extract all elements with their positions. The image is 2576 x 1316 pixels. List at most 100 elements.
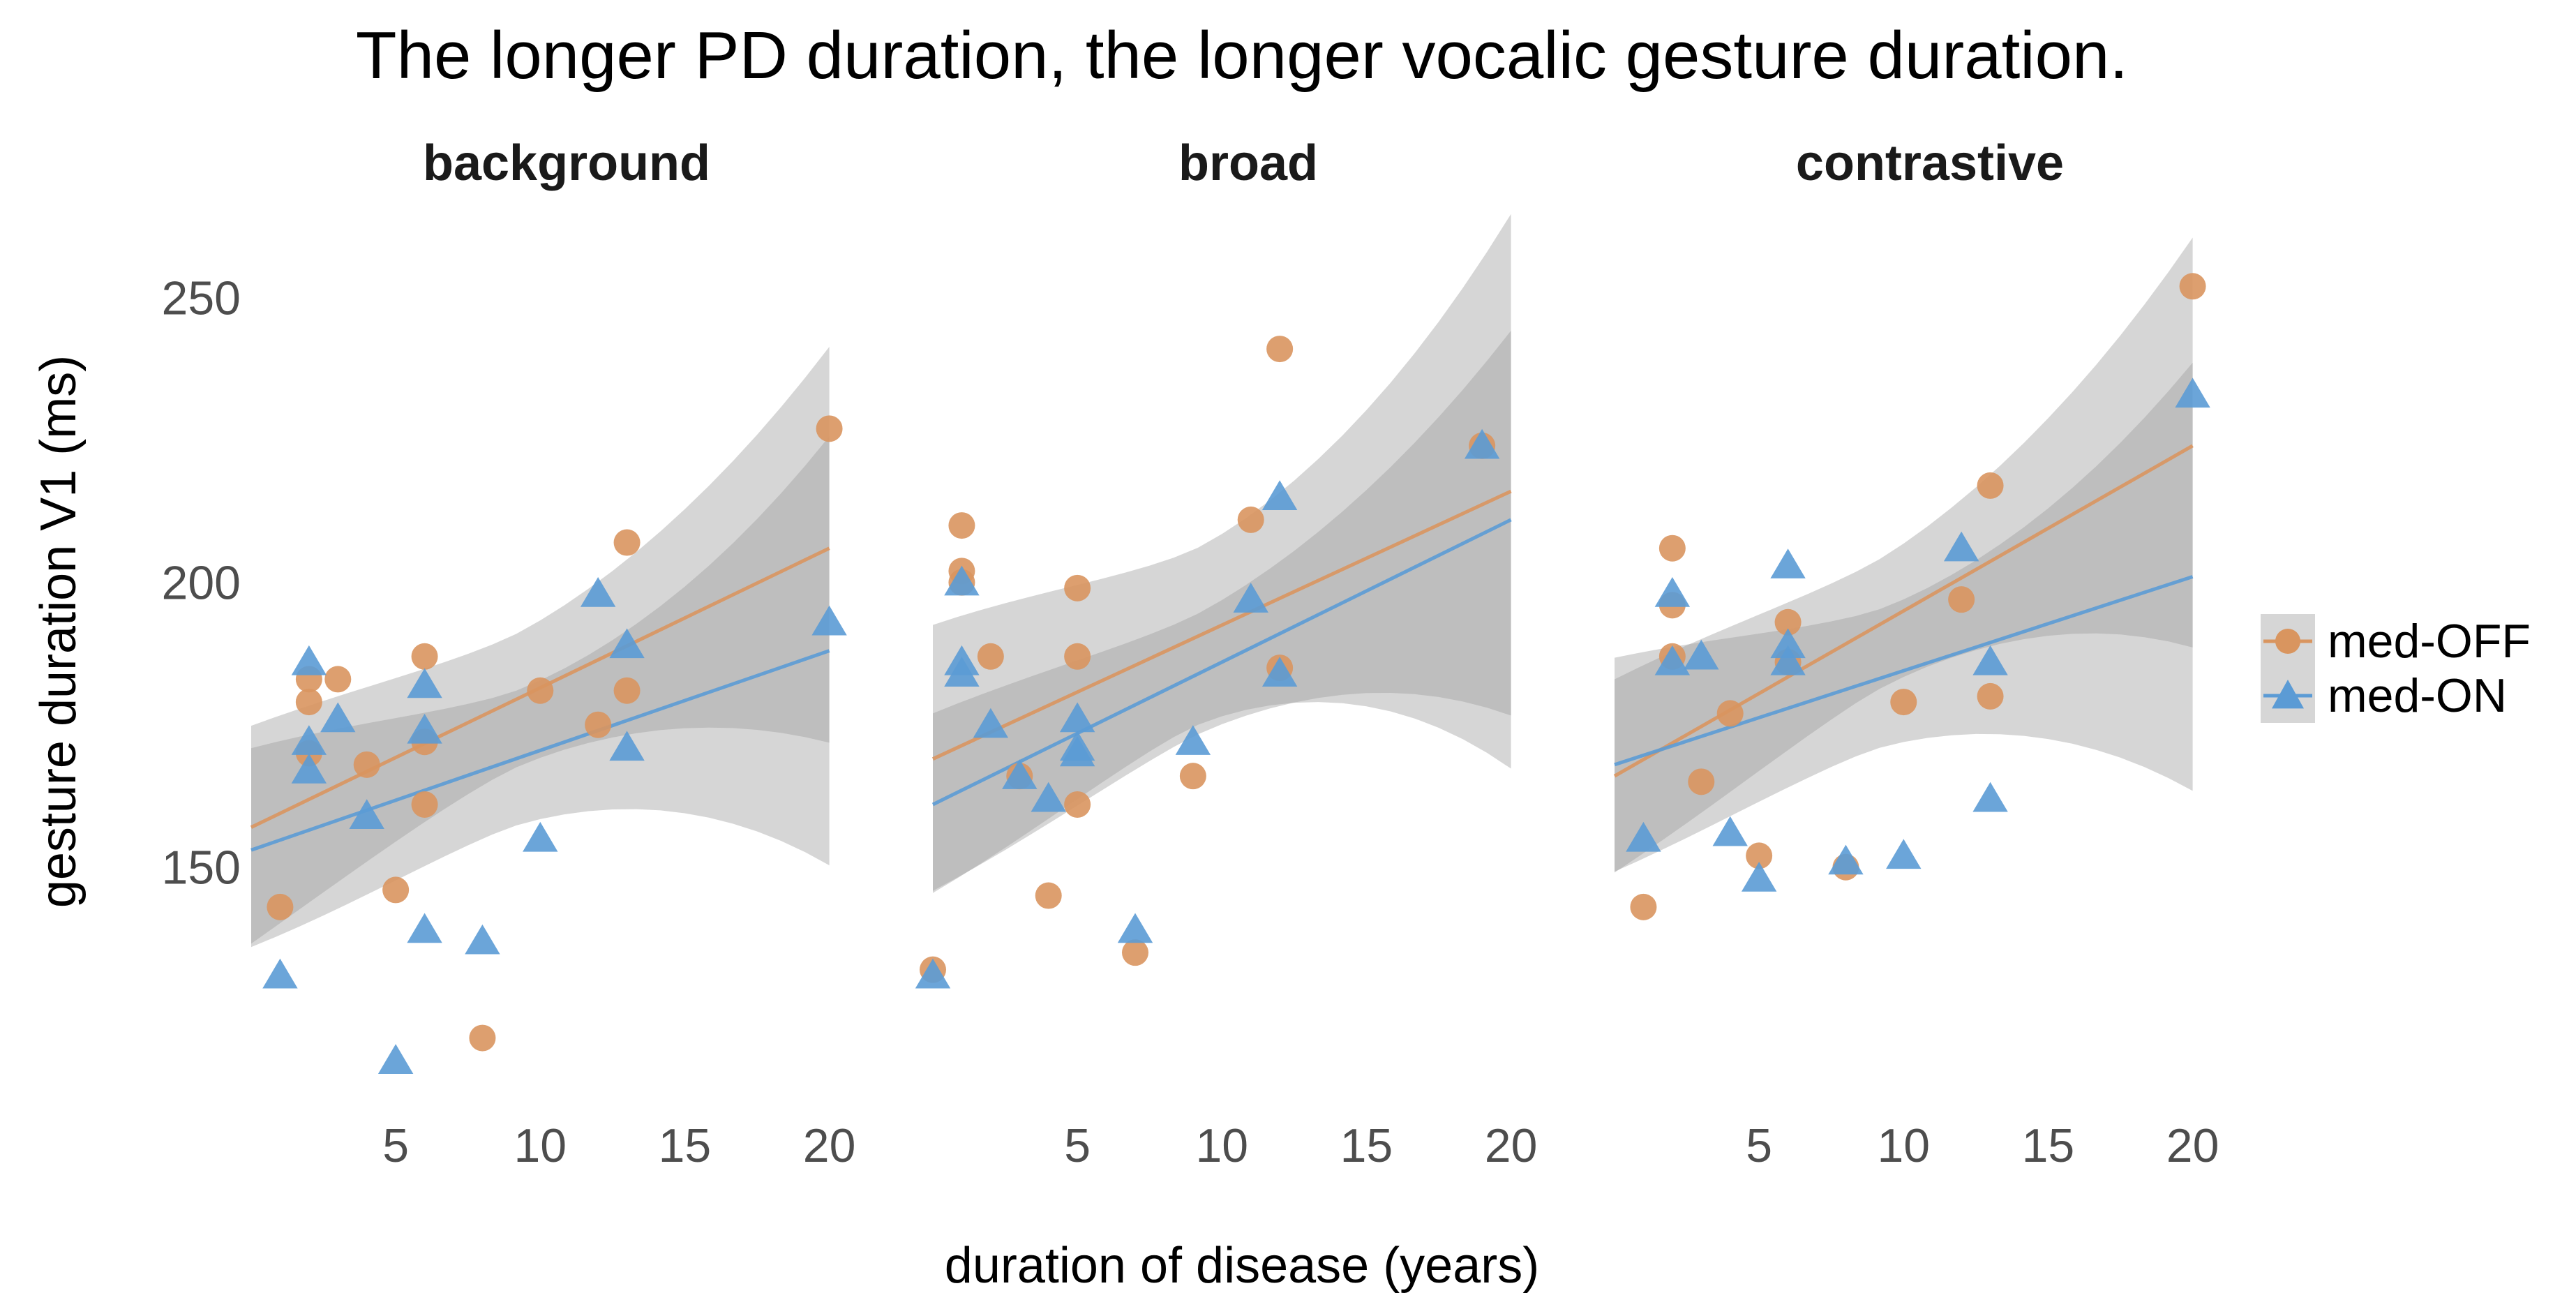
data-point-med-off bbox=[1890, 689, 1917, 716]
facet-panel-background: background 5 10 15 20 bbox=[250, 135, 856, 1172]
y-tick-label: 250 bbox=[162, 272, 241, 325]
x-tick-label: 10 bbox=[1877, 1119, 1930, 1172]
x-tick-label: 15 bbox=[659, 1119, 712, 1172]
data-point-med-off bbox=[267, 893, 294, 920]
data-point-med-off bbox=[1688, 768, 1715, 795]
data-point-med-off bbox=[1746, 842, 1773, 869]
data-point-med-off bbox=[1977, 682, 2004, 710]
data-point-med-on bbox=[377, 1044, 414, 1074]
facet-panel-broad: broad 5 10 15 20 bbox=[915, 135, 1537, 1172]
data-point-med-on bbox=[1972, 782, 2008, 812]
data-point-med-on bbox=[580, 577, 616, 607]
data-point-med-off bbox=[1658, 534, 1686, 562]
data-point-med-off bbox=[1774, 608, 1802, 636]
facet-strip-label: background bbox=[423, 135, 710, 191]
confidence-band-med-OFF bbox=[1615, 237, 2193, 873]
data-point-med-off bbox=[295, 689, 322, 716]
data-point-med-on bbox=[320, 702, 356, 733]
legend-item-med-ON: med-ON bbox=[2261, 668, 2507, 723]
data-point-med-on bbox=[1464, 428, 1500, 459]
data-point-med-on bbox=[609, 731, 645, 761]
data-point-med-on bbox=[407, 713, 442, 744]
data-point-med-on bbox=[1741, 862, 1777, 892]
data-point-med-off bbox=[1948, 586, 1975, 613]
x-tick-label: 15 bbox=[1340, 1119, 1393, 1172]
x-tick-label: 10 bbox=[514, 1119, 567, 1172]
data-point-med-on bbox=[291, 754, 327, 784]
data-point-med-off bbox=[1630, 893, 1657, 920]
data-point-med-off bbox=[1064, 574, 1091, 601]
fit-line-med-ON bbox=[250, 649, 830, 852]
data-point-med-off bbox=[324, 666, 352, 693]
data-point-med-off bbox=[1266, 336, 1294, 363]
data-point-med-off bbox=[2179, 273, 2206, 300]
data-point-med-off bbox=[469, 1024, 496, 1052]
facet-panel-contrastive: contrastive 5 10 15 20 bbox=[1613, 135, 2219, 1172]
data-point-med-on bbox=[915, 958, 951, 989]
data-point-med-off bbox=[1035, 882, 1062, 909]
data-point-med-on bbox=[291, 725, 327, 755]
data-point-med-on bbox=[1031, 782, 1066, 812]
fit-line-med-OFF bbox=[931, 489, 1512, 761]
data-point-med-on bbox=[1233, 583, 1268, 613]
facet-strip-label: broad bbox=[1178, 135, 1318, 191]
data-point-med-on bbox=[523, 821, 558, 852]
legend-label: med-OFF bbox=[2328, 615, 2531, 668]
x-tick-label: 20 bbox=[2166, 1119, 2219, 1172]
data-point-med-on bbox=[1770, 548, 1806, 578]
data-point-med-off bbox=[613, 529, 641, 556]
data-point-med-on bbox=[2175, 377, 2210, 408]
data-point-med-on bbox=[1626, 821, 1661, 852]
x-tick-label: 5 bbox=[1064, 1119, 1091, 1172]
data-point-med-off bbox=[816, 415, 843, 442]
data-point-med-off bbox=[411, 643, 438, 670]
data-point-med-on bbox=[262, 958, 298, 989]
data-point-med-on bbox=[1002, 759, 1038, 789]
data-point-med-on bbox=[407, 668, 442, 698]
data-point-med-on bbox=[1712, 816, 1748, 846]
y-axis-ticks: 150 200 250 bbox=[162, 272, 241, 895]
data-point-med-on bbox=[811, 605, 847, 636]
legend-label: med-ON bbox=[2328, 669, 2507, 722]
fit-line-med-ON bbox=[931, 518, 1512, 807]
x-tick-label: 5 bbox=[382, 1119, 409, 1172]
x-tick-label: 5 bbox=[1746, 1119, 1772, 1172]
data-point-med-on bbox=[1117, 913, 1153, 943]
data-point-med-off bbox=[1977, 472, 2004, 499]
data-point-med-off bbox=[382, 876, 410, 904]
data-point-med-on bbox=[1261, 480, 1298, 510]
facet-strip-label: contrastive bbox=[1796, 135, 2064, 191]
legend-key-triangle bbox=[2272, 680, 2304, 709]
x-tick-label: 20 bbox=[803, 1119, 856, 1172]
x-tick-label: 15 bbox=[2022, 1119, 2075, 1172]
data-point-med-off bbox=[613, 677, 641, 704]
y-tick-label: 150 bbox=[162, 842, 241, 895]
data-point-med-off bbox=[411, 791, 438, 818]
legend-item-med-OFF: med-OFF bbox=[2261, 614, 2531, 668]
y-tick-label: 200 bbox=[162, 557, 241, 610]
data-point-med-on bbox=[1972, 645, 2008, 675]
data-point-med-on bbox=[1059, 702, 1095, 733]
data-point-med-on bbox=[1654, 645, 1691, 675]
data-point-med-off bbox=[1237, 506, 1264, 533]
y-axis-title: gesture duration V1 (ms) bbox=[31, 355, 87, 908]
data-point-med-on bbox=[1770, 645, 1806, 675]
confidence-band-med-ON bbox=[1615, 362, 2193, 872]
data-point-med-off bbox=[1064, 791, 1091, 818]
data-point-med-on bbox=[944, 657, 980, 687]
data-point-med-off bbox=[1122, 939, 1148, 966]
data-point-med-off bbox=[585, 711, 612, 738]
data-point-med-on bbox=[1943, 531, 1979, 562]
data-point-med-on bbox=[944, 565, 980, 596]
data-point-med-on bbox=[1770, 628, 1806, 659]
data-point-med-on bbox=[973, 708, 1009, 738]
data-point-med-on bbox=[1828, 844, 1864, 875]
confidence-band-med-OFF bbox=[251, 347, 830, 944]
data-point-med-on bbox=[1175, 725, 1211, 755]
data-point-med-off bbox=[527, 677, 554, 704]
data-point-med-on bbox=[1059, 736, 1095, 767]
data-point-med-off bbox=[353, 751, 380, 778]
